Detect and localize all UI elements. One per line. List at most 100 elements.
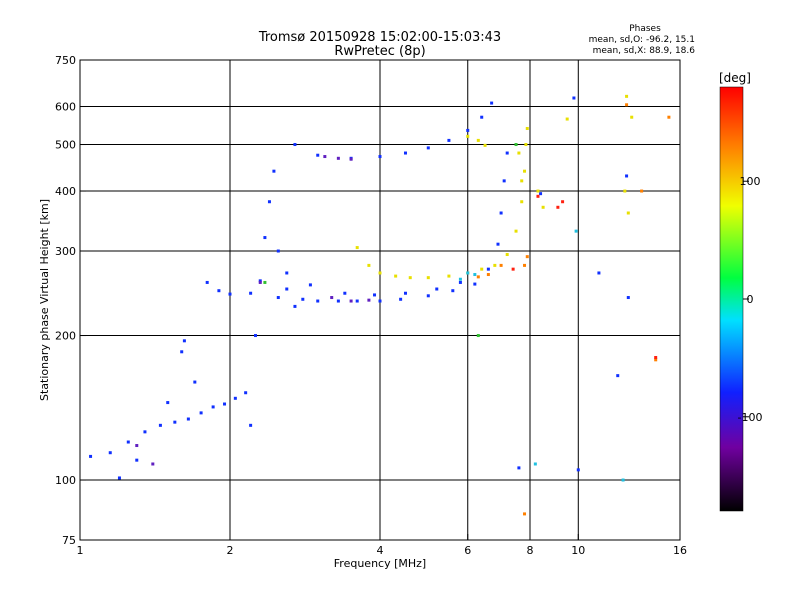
data-point [616,374,620,378]
data-point [263,236,267,240]
data-point [399,297,403,301]
data-point [520,179,524,183]
x-tick-label: 8 [527,544,534,557]
data-point [505,151,509,155]
x-tick-label: 6 [464,544,471,557]
data-point [355,299,359,303]
data-point [151,462,155,466]
data-point [626,211,630,215]
data-point [517,466,521,470]
data-point [355,246,359,250]
data-point [525,255,529,259]
data-point [276,249,280,253]
phases-stats-title: Phases [629,24,661,34]
data-point [572,96,576,100]
data-point [180,350,184,354]
data-point [493,263,497,267]
data-point [514,143,518,147]
data-point [480,267,484,271]
data-point [285,287,289,291]
data-point [285,271,289,275]
data-point [486,273,490,277]
data-point [276,296,280,300]
y-tick-label: 600 [55,101,76,114]
x-tick-label: 4 [377,544,384,557]
data-point [473,282,477,286]
data-point [483,143,487,147]
y-tick-label: 200 [55,330,76,343]
data-point [435,287,439,291]
data-point [625,103,629,107]
phases-stats-o: mean, sd,O: -96.2, 15.1 [589,35,695,45]
data-point [565,117,569,121]
data-point [523,169,527,173]
data-point [426,276,430,280]
data-point [476,334,480,338]
data-point [233,396,237,400]
x-tick-label: 2 [227,544,234,557]
data-point [349,299,353,303]
data-point [253,334,257,338]
data-point [267,200,271,204]
data-point [490,101,494,105]
data-point [336,299,340,303]
data-point [466,134,470,138]
data-point [249,291,253,295]
data-point [217,289,221,293]
data-point [505,253,509,257]
data-point [476,138,480,142]
data-point [514,229,518,233]
data-point [458,277,462,281]
data-point [316,299,320,303]
y-axis-label: Stationary phase Virtual Height [km] [38,199,51,401]
colorbar-tick-label: -100 [738,411,763,424]
data-point [536,194,540,198]
x-axis-label: Frequency [MHz] [334,557,426,570]
data-point [143,430,147,434]
data-point [480,115,484,119]
data-point [574,229,578,233]
data-point [667,115,671,119]
data-point [308,283,312,287]
data-point [293,143,297,147]
y-tick-label: 75 [62,534,76,547]
data-point [621,478,625,482]
data-point [316,153,320,157]
data-point [330,296,334,300]
x-tick-label: 10 [571,544,585,557]
data-point [499,263,503,267]
colorbar-tick-label: 0 [747,293,754,306]
grid-lines [80,60,680,540]
data-point [205,280,209,284]
data-point [394,274,398,278]
data-point [343,291,347,295]
data-point [476,275,480,279]
data-point [640,189,644,193]
data-point [486,267,490,271]
data-point [576,468,580,472]
chart-title-line2: RwPretec (8p) [334,44,425,59]
phase-colorbar [719,86,744,512]
y-tick-label: 750 [55,54,76,67]
data-point [378,299,382,303]
phases-stats-x: mean, sd,X: 88.9, 18.6 [593,46,696,56]
data-point [293,304,297,308]
data-point [378,271,382,275]
data-point [625,174,629,178]
data-point [654,358,658,362]
data-point [89,454,93,458]
data-point [473,273,477,277]
data-point [623,189,627,193]
data-point [525,126,529,130]
data-point [466,128,470,132]
x-axis-ticks: 1 2 4 6 8 10 16 [77,534,687,557]
data-point [524,143,528,147]
data-point [108,451,112,455]
colorbar-tick-label: 100 [740,175,761,188]
data-point [349,157,353,161]
data-point [447,274,451,278]
data-point [517,151,521,155]
data-point [654,355,658,359]
data-point [536,189,540,193]
